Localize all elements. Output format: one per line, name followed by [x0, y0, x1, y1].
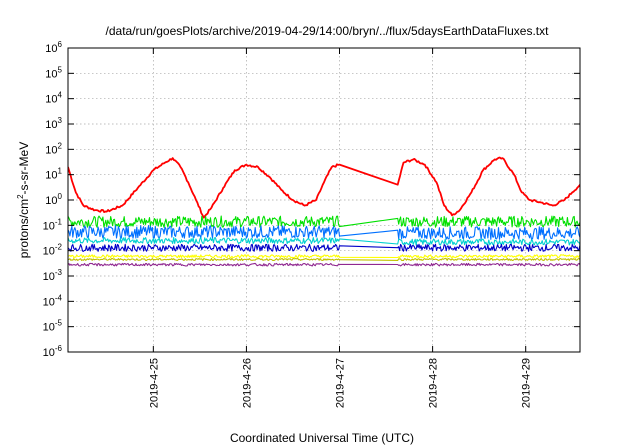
- series-line-8: [68, 262, 580, 267]
- y-tick-base: 10: [43, 322, 55, 334]
- y-axis-label-sup: 2: [16, 194, 25, 199]
- x-tick-label: 2019-4-25: [148, 358, 160, 408]
- y-tick-label: 105: [45, 65, 62, 80]
- chart-title: /data/run/goesPlots/archive/2019-04-29/1…: [106, 24, 550, 38]
- series-lines: [68, 156, 580, 267]
- x-tick-label: 2019-4-29: [521, 358, 533, 408]
- x-tick-label: 2019-4-26: [241, 358, 253, 408]
- y-tick-label: 10-4: [43, 293, 63, 308]
- y-tick-base: 10: [43, 347, 55, 359]
- y-tick-base: 10: [45, 170, 57, 182]
- series-line-1: [68, 156, 580, 219]
- grid-lines: [68, 48, 580, 352]
- series-line-2: [68, 215, 580, 228]
- y-tick-exp: -6: [55, 344, 63, 353]
- y-tick-exp: 2: [58, 141, 63, 150]
- y-tick-base: 10: [45, 119, 57, 131]
- y-tick-base: 10: [45, 94, 57, 106]
- y-tick-label: 10-6: [43, 344, 63, 359]
- y-tick-exp: 0: [58, 192, 63, 201]
- y-tick-exp: 4: [58, 91, 63, 100]
- series-line-7: [68, 257, 580, 262]
- series-line-3: [68, 225, 580, 240]
- x-axis-ticks: 2019-4-25 2019-4-26 2019-4-27 2019-4-28 2019…: [148, 48, 533, 408]
- y-tick-base: 10: [43, 220, 55, 232]
- y-axis-ticks: 10610510410310210110010-110-210-310-410-…: [43, 40, 580, 359]
- y-tick-base: 10: [43, 271, 55, 283]
- y-tick-base: 10: [43, 246, 55, 258]
- series-line-4: [68, 237, 580, 246]
- y-axis-label: protons/cm2-s-sr-MeV: [16, 142, 31, 258]
- y-tick-base: 10: [45, 68, 57, 80]
- y-tick-label: 10-5: [43, 319, 63, 334]
- y-tick-exp: -2: [55, 243, 63, 252]
- y-tick-exp: -5: [55, 319, 63, 328]
- y-tick-exp: 3: [58, 116, 63, 125]
- y-tick-exp: 5: [58, 65, 63, 74]
- y-tick-base: 10: [45, 195, 57, 207]
- y-tick-exp: 1: [58, 167, 63, 176]
- y-axis-label-base: protons/cm: [17, 199, 31, 258]
- y-tick-exp: 6: [58, 40, 63, 49]
- y-tick-label: 102: [45, 141, 62, 156]
- y-tick-label: 100: [45, 192, 62, 207]
- x-tick-label: 2019-4-28: [428, 358, 440, 408]
- series-line-6: [68, 254, 580, 259]
- y-tick-exp: -3: [55, 268, 63, 277]
- y-tick-base: 10: [45, 43, 57, 55]
- y-tick-exp: -4: [55, 293, 63, 302]
- y-axis-label-rest: -s-sr-MeV: [17, 142, 31, 195]
- series-line-5: [68, 243, 580, 252]
- y-tick-exp: -1: [55, 217, 63, 226]
- y-tick-base: 10: [43, 296, 55, 308]
- y-tick-label: 104: [45, 91, 62, 106]
- y-tick-base: 10: [45, 144, 57, 156]
- y-tick-label: 10-1: [43, 217, 63, 232]
- y-tick-label: 10-2: [43, 243, 63, 258]
- y-tick-label: 101: [45, 167, 62, 182]
- y-tick-label: 106: [45, 40, 62, 55]
- x-axis-label: Coordinated Universal Time (UTC): [230, 431, 414, 445]
- y-tick-label: 103: [45, 116, 62, 131]
- x-tick-label: 2019-4-27: [335, 358, 347, 408]
- y-tick-label: 10-3: [43, 268, 63, 283]
